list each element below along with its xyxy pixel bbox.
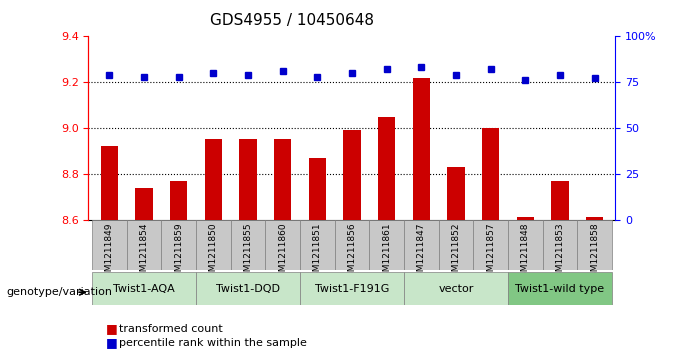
Text: GSM1211860: GSM1211860 [278,222,287,283]
Text: genotype/variation: genotype/variation [7,287,113,297]
Bar [239,139,256,220]
Text: transformed count: transformed count [119,323,223,334]
Text: GSM1211854: GSM1211854 [139,222,148,283]
Text: GSM1211859: GSM1211859 [174,222,183,283]
Text: GSM1211848: GSM1211848 [521,222,530,283]
Bar [161,220,196,270]
Text: GSM1211849: GSM1211849 [105,222,114,283]
Bar [517,217,534,220]
Bar [300,272,404,305]
Text: ■: ■ [105,337,117,350]
Bar [205,139,222,220]
Bar [196,272,300,305]
Bar [551,181,568,220]
Text: vector: vector [438,284,473,294]
Bar [404,272,508,305]
Bar [309,158,326,220]
Bar [135,188,152,220]
Bar [586,217,603,220]
Text: ■: ■ [105,322,117,335]
Text: GSM1211852: GSM1211852 [452,222,460,283]
Text: GSM1211855: GSM1211855 [243,222,252,283]
Text: GSM1211853: GSM1211853 [556,222,564,283]
Text: Twist1-wild type: Twist1-wild type [515,284,605,294]
Text: Twist1-F191G: Twist1-F191G [315,284,389,294]
Text: GSM1211851: GSM1211851 [313,222,322,283]
Text: GSM1211850: GSM1211850 [209,222,218,283]
Text: GSM1211857: GSM1211857 [486,222,495,283]
Bar [413,78,430,220]
Text: Twist1-AQA: Twist1-AQA [113,284,175,294]
Bar [369,220,404,270]
Bar [170,181,187,220]
Bar [335,220,369,270]
Bar [300,220,335,270]
Bar [92,272,196,305]
Text: Twist1-DQD: Twist1-DQD [216,284,280,294]
Bar [265,220,300,270]
Text: GSM1211858: GSM1211858 [590,222,599,283]
Bar [508,272,612,305]
Text: GDS4955 / 10450648: GDS4955 / 10450648 [210,13,375,28]
Bar [473,220,508,270]
Bar [543,220,577,270]
Bar [231,220,265,270]
Bar [577,220,612,270]
Bar [101,146,118,220]
Text: GSM1211847: GSM1211847 [417,222,426,283]
Text: GSM1211861: GSM1211861 [382,222,391,283]
Bar [439,220,473,270]
Text: GSM1211856: GSM1211856 [347,222,356,283]
Bar [482,128,499,220]
Bar [447,167,464,220]
Bar [126,220,161,270]
Text: percentile rank within the sample: percentile rank within the sample [119,338,307,348]
Bar [404,220,439,270]
Bar [92,220,126,270]
Bar [196,220,231,270]
Bar [343,130,360,220]
Bar [508,220,543,270]
Bar [274,139,291,220]
Bar [378,117,395,220]
